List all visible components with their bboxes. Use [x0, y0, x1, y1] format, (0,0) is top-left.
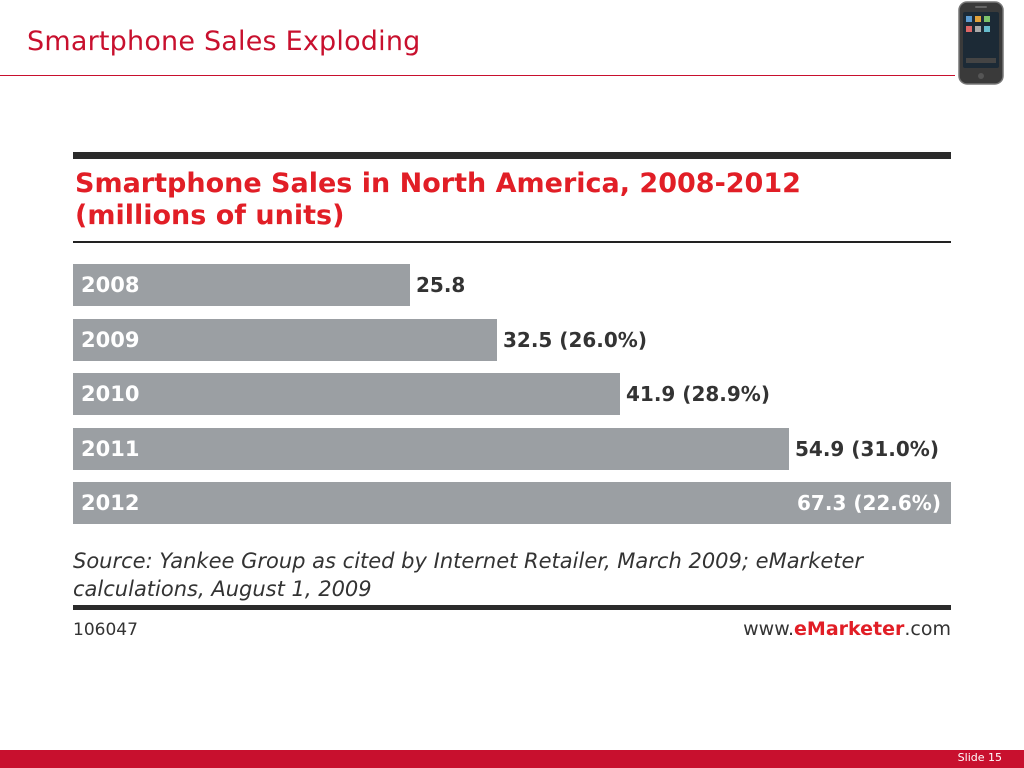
bar-area: 2008 25.8 2009 32.5 (26.0%) 2010 41.9 (28.9%)… — [73, 264, 951, 524]
footer-bar: Slide 15 — [0, 750, 1024, 768]
bar-2010: 2010 — [73, 373, 620, 415]
bar-row-2008: 2008 25.8 — [73, 264, 951, 306]
chart-title-line-1: Smartphone Sales in North America, 2008-… — [75, 168, 801, 199]
bar-value-label: 54.9 (31.0%) — [795, 437, 939, 461]
bar-row-2011: 2011 54.9 (31.0%) — [73, 428, 951, 470]
site-prefix: www. — [743, 618, 795, 640]
bar-value-label: 41.9 (28.9%) — [626, 382, 770, 406]
chart-id: 106047 — [73, 620, 138, 640]
source-website: www.eMarketer.com — [743, 618, 951, 640]
bar-category-label: 2012 — [81, 491, 140, 515]
bar-category-label: 2011 — [81, 437, 140, 461]
smartphone-icon — [958, 1, 1004, 85]
bar-row-2012: 2012 67.3 (22.6%) — [73, 482, 951, 524]
bar-2008: 2008 — [73, 264, 410, 306]
bar-2012: 2012 — [73, 482, 951, 524]
slide-title: Smartphone Sales Exploding — [27, 26, 421, 57]
chart-bottom-rule — [73, 605, 951, 610]
bar-2009: 2009 — [73, 319, 497, 361]
bar-row-2010: 2010 41.9 (28.9%) — [73, 373, 951, 415]
title-divider — [0, 75, 955, 76]
slide-number: Slide 15 — [957, 751, 1002, 764]
chart-title-line-2: (millions of units) — [75, 200, 345, 231]
chart-title-rule — [73, 241, 951, 243]
bar-row-2009: 2009 32.5 (26.0%) — [73, 319, 951, 361]
chart-top-rule — [73, 152, 951, 159]
bar-value-label: 67.3 (22.6%) — [797, 491, 941, 515]
bar-2011: 2011 — [73, 428, 789, 470]
bar-category-label: 2008 — [81, 273, 140, 297]
chart-title: Smartphone Sales in North America, 2008-… — [75, 168, 945, 232]
bar-category-label: 2009 — [81, 328, 140, 352]
bar-value-label: 25.8 — [416, 273, 466, 297]
bar-category-label: 2010 — [81, 382, 140, 406]
sales-chart: Smartphone Sales in North America, 2008-… — [73, 152, 951, 652]
bar-value-label: 32.5 (26.0%) — [503, 328, 647, 352]
chart-source: Source: Yankee Group as cited by Interne… — [73, 549, 864, 601]
site-brand: eMarketer — [794, 618, 905, 640]
site-suffix: .com — [904, 618, 951, 640]
